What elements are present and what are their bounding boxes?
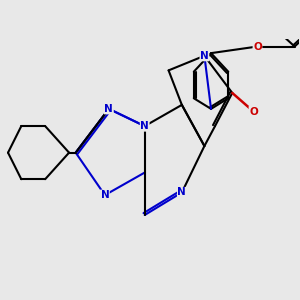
- Text: N: N: [178, 188, 186, 197]
- Text: N: N: [104, 104, 113, 114]
- Text: N: N: [100, 190, 109, 200]
- Text: N: N: [200, 51, 209, 61]
- Text: N: N: [140, 121, 149, 131]
- Text: O: O: [249, 106, 258, 116]
- Text: O: O: [253, 41, 262, 52]
